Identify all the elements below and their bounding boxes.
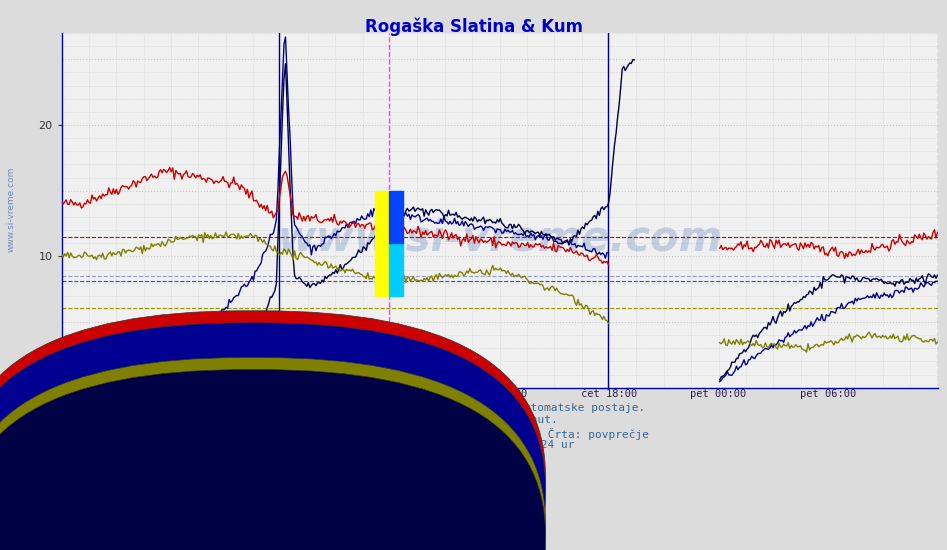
Text: sre 12:00: sre 12:00 xyxy=(33,389,90,399)
Text: Rogaška Slatina: Rogaška Slatina xyxy=(244,459,338,470)
Text: temp. zraka[C]: temp. zraka[C] xyxy=(265,520,348,530)
Text: 18,0: 18,0 xyxy=(180,485,204,496)
Text: 11,2: 11,2 xyxy=(180,520,204,530)
Text: povpr.:: povpr.: xyxy=(123,459,164,470)
Text: temp. zraka[C]: temp. zraka[C] xyxy=(265,473,348,483)
Text: 2,6: 2,6 xyxy=(66,520,84,530)
Text: 9,8: 9,8 xyxy=(14,473,32,483)
Text: čet 00:00: čet 00:00 xyxy=(253,389,309,399)
Text: padavine[mm]: padavine[mm] xyxy=(265,532,335,542)
Text: 0,0: 0,0 xyxy=(66,485,84,496)
Text: ZGODOVINSKE IN TRENUTNE VREDNOSTI: ZGODOVINSKE IN TRENUTNE VREDNOSTI xyxy=(14,492,208,503)
Text: 8,1: 8,1 xyxy=(123,485,141,496)
Text: maks.:: maks.: xyxy=(180,506,215,516)
Text: pet 00:00: pet 00:00 xyxy=(690,389,746,399)
Text: maks.:: maks.: xyxy=(180,459,215,470)
Text: www.si-vreme.com: www.si-vreme.com xyxy=(7,166,16,252)
Text: 9,5: 9,5 xyxy=(66,473,84,483)
Text: navpična črta - razdelek 24 ur: navpična črta - razdelek 24 ur xyxy=(372,440,575,450)
Text: sre 18:00: sre 18:00 xyxy=(143,389,199,399)
Text: 10,7: 10,7 xyxy=(14,485,38,496)
Text: sedaj:: sedaj: xyxy=(14,459,49,470)
Bar xyxy=(389,191,402,243)
Text: Kum: Kum xyxy=(244,506,263,516)
Text: čet 18:00: čet 18:00 xyxy=(581,389,637,399)
Text: ZGODOVINSKE IN TRENUTNE VREDNOSTI: ZGODOVINSKE IN TRENUTNE VREDNOSTI xyxy=(14,446,208,456)
Text: sedaj:: sedaj: xyxy=(14,506,49,516)
Bar xyxy=(375,191,389,296)
Text: Meritve: povprečne  Enote: metrične  Črta: povprečje: Meritve: povprečne Enote: metrične Črta:… xyxy=(298,428,649,440)
Text: 8,5: 8,5 xyxy=(123,532,141,542)
Bar xyxy=(389,243,402,296)
Text: 8,2: 8,2 xyxy=(14,532,32,542)
Text: min.:: min.: xyxy=(66,459,96,470)
Text: 25,0: 25,0 xyxy=(180,532,204,542)
Text: Rogaška Slatina & Kum: Rogaška Slatina & Kum xyxy=(365,18,582,36)
Text: padavine[mm]: padavine[mm] xyxy=(265,485,335,496)
Text: Slovenija / vremenski podatki - avtomatske postaje.: Slovenija / vremenski podatki - avtomats… xyxy=(301,403,646,412)
Text: 0,0: 0,0 xyxy=(66,532,84,542)
Text: www.si-vreme.com: www.si-vreme.com xyxy=(277,218,722,260)
Text: povpr.:: povpr.: xyxy=(123,506,164,516)
Text: čet 12:00: čet 12:00 xyxy=(472,389,527,399)
Text: čet 06:00: čet 06:00 xyxy=(362,389,419,399)
Text: 11,5: 11,5 xyxy=(123,473,147,483)
Text: 2,8: 2,8 xyxy=(14,520,32,530)
Text: pet 06:00: pet 06:00 xyxy=(800,389,856,399)
Text: zadnja dva dni / 5 minut.: zadnja dva dni / 5 minut. xyxy=(389,415,558,425)
Text: 15,9: 15,9 xyxy=(180,473,204,483)
Text: 6,1: 6,1 xyxy=(123,520,141,530)
Text: min.:: min.: xyxy=(66,506,96,516)
